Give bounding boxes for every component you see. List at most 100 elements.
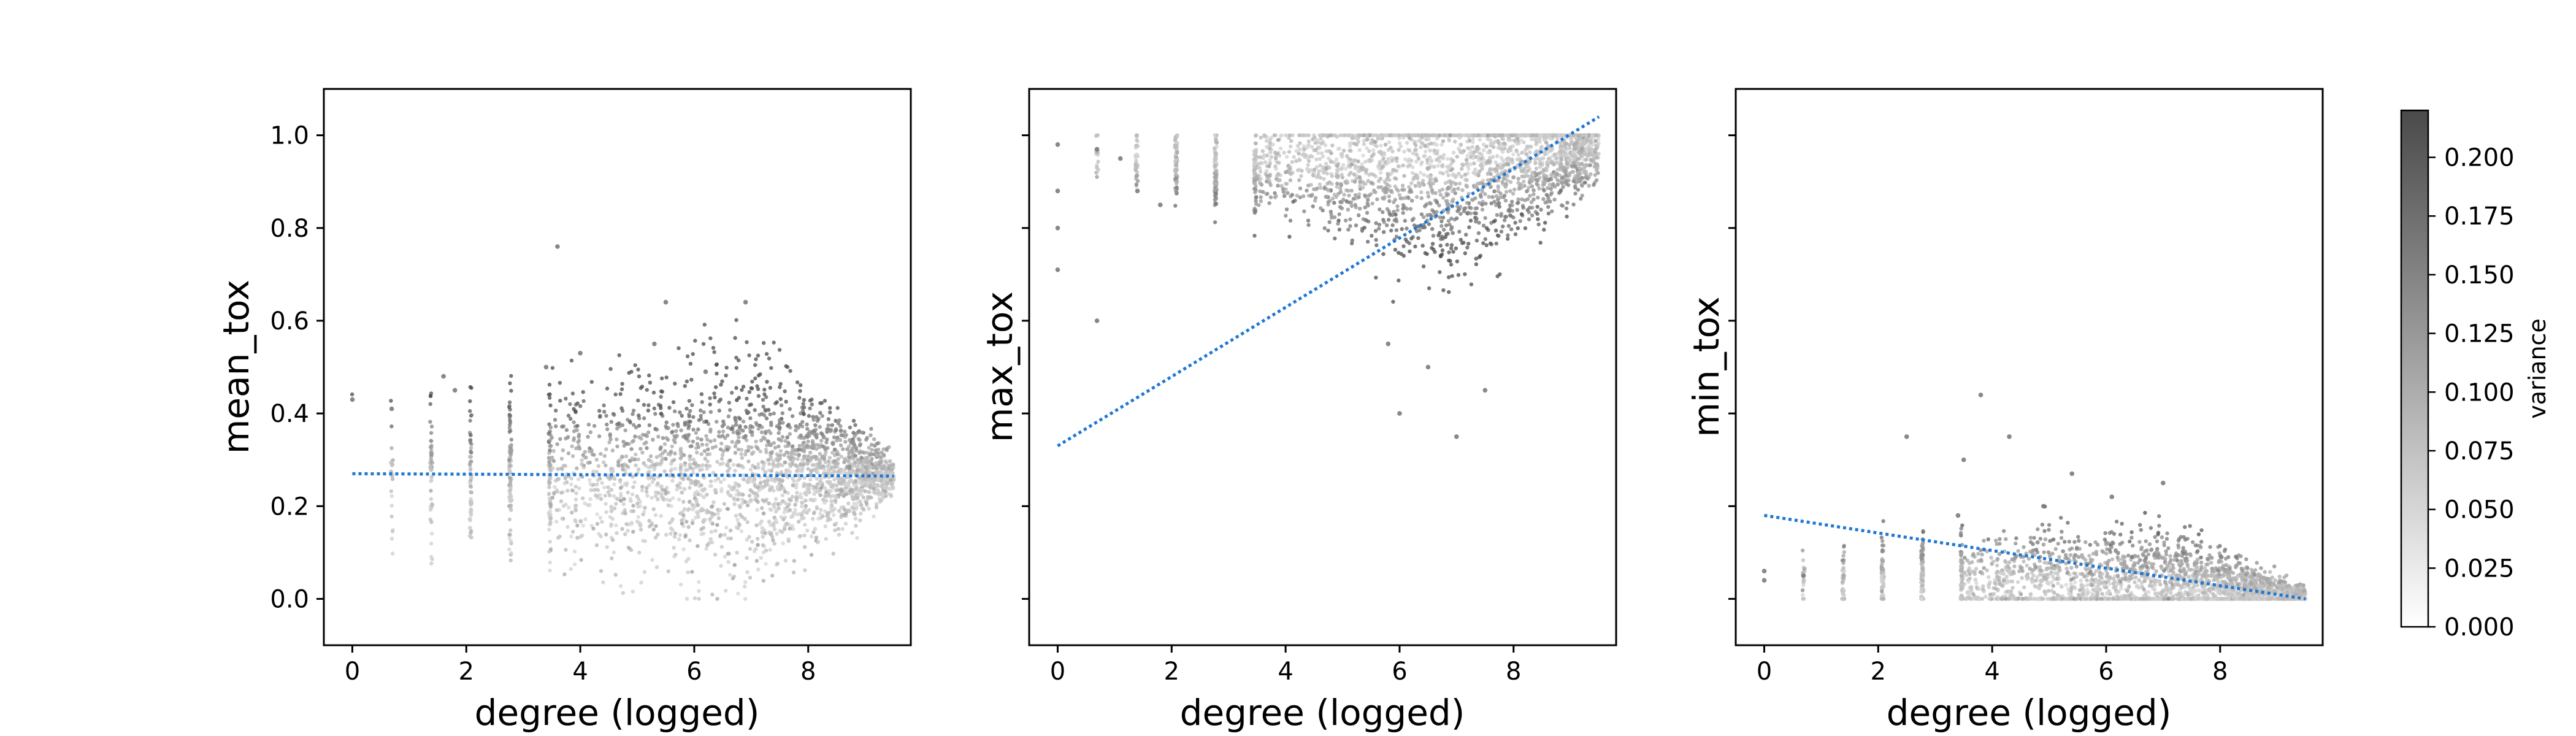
- scatter-point: [389, 537, 394, 541]
- scatter-point: [809, 456, 814, 461]
- scatter-point: [623, 508, 627, 512]
- scatter-point: [1343, 218, 1348, 223]
- scatter-point: [854, 524, 858, 528]
- scatter-point: [869, 427, 873, 431]
- scatter-point: [612, 506, 617, 511]
- scatter-point: [670, 467, 674, 472]
- scatter-point: [1535, 205, 1539, 209]
- scatter-point: [1405, 226, 1409, 231]
- scatter-point: [1335, 185, 1340, 189]
- scatter-point: [1410, 171, 1415, 175]
- scatter-point: [1362, 167, 1367, 172]
- scatter-point: [508, 528, 513, 532]
- scatter-point: [631, 485, 635, 489]
- scatter-point: [1319, 206, 1323, 210]
- scatter-point: [1563, 169, 1568, 173]
- scatter-point: [713, 385, 718, 389]
- scatter-point: [1584, 133, 1589, 137]
- scatter-point: [878, 454, 883, 459]
- scatter-point: [726, 425, 730, 430]
- scatter-point: [1559, 157, 1563, 161]
- scatter-point: [621, 502, 626, 507]
- scatter-point: [1403, 196, 1408, 200]
- scatter-point: [746, 459, 751, 464]
- scatter-point: [805, 510, 809, 515]
- scatter-point: [610, 448, 615, 453]
- scatter-point: [1497, 201, 1501, 205]
- scatter-point: [888, 467, 893, 472]
- scatter-point: [719, 545, 724, 549]
- scatter-point: [807, 454, 811, 459]
- scatter-point: [1438, 189, 1442, 193]
- scatter-point: [691, 352, 695, 356]
- scatter-point: [740, 388, 744, 392]
- scatter-point: [429, 456, 433, 461]
- scatter-point: [1480, 190, 1484, 194]
- scatter-point: [1465, 211, 1470, 215]
- scatter-point: [1265, 176, 1270, 180]
- scatter-point: [1357, 213, 1361, 218]
- scatter-point: [691, 415, 696, 420]
- scatter-point: [508, 507, 513, 512]
- scatter-point: [1459, 237, 1463, 242]
- scatter-point: [1589, 140, 1593, 144]
- scatter-point: [802, 516, 806, 520]
- scatter-point: [868, 486, 873, 490]
- scatter-point: [664, 375, 669, 380]
- scatter-point: [745, 396, 749, 401]
- scatter-point: [428, 507, 433, 512]
- scatter-point: [651, 390, 656, 395]
- scatter-point: [739, 529, 744, 534]
- scatter-point: [1288, 178, 1293, 183]
- scatter-point: [554, 424, 558, 429]
- scatter-point: [1349, 204, 1354, 208]
- scatter-point: [758, 449, 763, 454]
- scatter-point: [1550, 209, 1554, 213]
- scatter-point: [777, 421, 782, 426]
- scatter-point: [864, 500, 869, 505]
- scatter-point: [1438, 254, 1443, 259]
- scatter-point: [841, 447, 845, 451]
- scatter-point: [1437, 231, 1442, 235]
- scatter-point: [1323, 143, 1327, 147]
- scatter-point: [651, 527, 656, 532]
- scatter-point: [740, 456, 745, 460]
- scatter-point: [786, 491, 791, 496]
- scatter-point: [1595, 163, 1600, 168]
- scatter-point: [554, 478, 558, 483]
- scatter-point: [1411, 217, 1416, 221]
- scatter-point: [745, 520, 750, 524]
- scatter-point: [1562, 165, 1566, 169]
- scatter-point: [883, 489, 888, 494]
- scatter-point: [1527, 185, 1531, 190]
- scatter-point: [1497, 172, 1501, 177]
- scatter-point: [1546, 186, 1550, 190]
- scatter-point: [639, 580, 643, 585]
- scatter-point: [822, 399, 827, 403]
- scatter-point: [586, 435, 590, 439]
- scatter-point: [1451, 150, 1456, 155]
- scatter-point: [1469, 282, 1474, 286]
- scatter-point: [810, 402, 815, 407]
- scatter-point: [1286, 191, 1290, 195]
- scatter-point: [598, 493, 602, 497]
- scatter-point: [1444, 223, 1449, 228]
- scatter-point: [507, 429, 512, 434]
- scatter-point: [1353, 136, 1357, 140]
- scatter-point: [1597, 151, 1601, 156]
- scatter-point: [597, 408, 602, 413]
- scatter-point: [1284, 213, 1288, 218]
- scatter-point: [1318, 163, 1322, 167]
- scatter-point: [778, 425, 782, 430]
- scatter-point: [1272, 133, 1276, 137]
- scatter-point: [555, 244, 560, 249]
- scatter-point: [753, 494, 757, 499]
- scatter-point: [1378, 171, 1383, 175]
- scatter-point: [1583, 164, 1587, 169]
- scatter-point: [428, 445, 433, 450]
- scatter-point: [547, 422, 551, 426]
- scatter-point: [555, 442, 559, 447]
- scatter-point: [1428, 212, 1432, 217]
- scatter-point: [750, 433, 754, 437]
- scatter-point: [1520, 174, 1524, 178]
